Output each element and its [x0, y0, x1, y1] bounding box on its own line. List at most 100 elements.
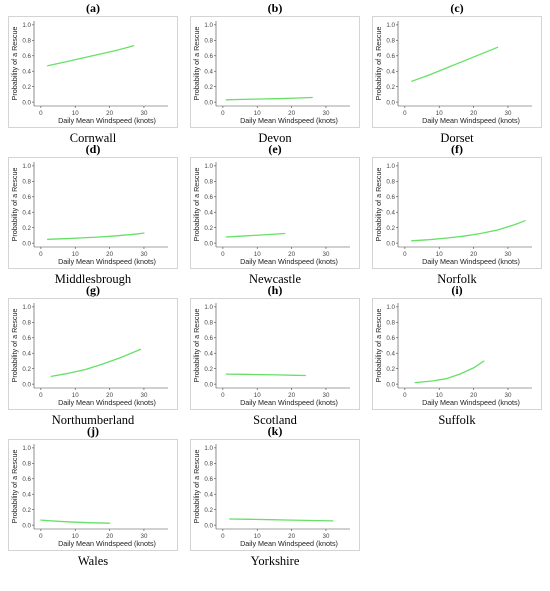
panel-label: (i)	[451, 283, 462, 297]
panel-frame	[8, 439, 178, 551]
x-axis-label: Daily Mean Windspeed (knots)	[240, 257, 338, 266]
panel-frame	[190, 439, 360, 551]
y-tick-label: 0.0	[386, 99, 395, 106]
x-tick-label: 30	[141, 251, 148, 258]
y-tick-label: 0.4	[22, 68, 31, 75]
y-tick-label: 0.8	[22, 320, 31, 327]
y-tick-label: 1.0	[386, 163, 395, 170]
y-axis-label: Probability of a Rescue	[374, 168, 383, 242]
series-line	[414, 360, 485, 384]
y-axis-label: Probability of a Rescue	[10, 27, 19, 101]
y-tick-label: 0.8	[22, 38, 31, 45]
x-tick-label: 20	[288, 110, 295, 117]
y-tick-label: 0.4	[204, 68, 213, 75]
series-line	[50, 348, 142, 378]
panel-frame	[190, 157, 360, 269]
y-tick-label: 1.0	[204, 445, 213, 452]
panel-caption: Northumberland	[52, 413, 135, 427]
y-tick-label: 0.4	[204, 491, 213, 498]
x-tick-label: 20	[470, 251, 477, 258]
panel-label: (e)	[268, 142, 281, 156]
y-tick-label: 0.0	[386, 381, 395, 388]
x-tick-label: 20	[288, 392, 295, 399]
y-tick-label: 1.0	[204, 163, 213, 170]
y-tick-label: 0.0	[204, 240, 213, 247]
x-tick-label: 0	[39, 110, 43, 117]
y-tick-label: 0.2	[386, 84, 395, 91]
x-tick-label: 20	[288, 251, 295, 258]
panel-caption: Yorkshire	[251, 554, 300, 568]
y-tick-label: 0.8	[204, 320, 213, 327]
y-tick-label: 0.4	[22, 491, 31, 498]
y-tick-label: 0.6	[22, 53, 31, 60]
panel-label: (c)	[450, 1, 463, 15]
panel-label: (k)	[268, 424, 283, 438]
series-line	[229, 518, 334, 522]
y-tick-label: 0.6	[204, 194, 213, 201]
x-tick-label: 10	[436, 251, 443, 258]
y-tick-label: 0.4	[204, 350, 213, 357]
y-tick-label: 0.6	[204, 476, 213, 483]
y-tick-label: 0.2	[204, 225, 213, 232]
y-tick-label: 1.0	[22, 445, 31, 452]
x-axis-label: Daily Mean Windspeed (knots)	[58, 539, 156, 548]
y-tick-label: 0.0	[22, 99, 31, 106]
x-tick-label: 30	[323, 251, 330, 258]
y-tick-label: 0.8	[386, 320, 395, 327]
series-line	[47, 232, 145, 240]
y-tick-label: 0.2	[204, 84, 213, 91]
y-tick-label: 1.0	[386, 22, 395, 29]
y-tick-label: 0.6	[386, 53, 395, 60]
y-tick-label: 1.0	[204, 22, 213, 29]
x-axis-label: Daily Mean Windspeed (knots)	[422, 257, 520, 266]
x-axis-label: Daily Mean Windspeed (knots)	[422, 398, 520, 407]
y-tick-label: 0.6	[204, 335, 213, 342]
x-tick-label: 30	[141, 110, 148, 117]
y-tick-label: 1.0	[22, 22, 31, 29]
x-tick-label: 0	[39, 251, 43, 258]
x-tick-label: 30	[141, 392, 148, 399]
y-tick-label: 0.4	[22, 350, 31, 357]
panel-caption: Scotland	[253, 413, 297, 427]
x-tick-label: 10	[72, 533, 79, 540]
series-line	[47, 45, 135, 67]
x-tick-label: 10	[436, 392, 443, 399]
y-tick-label: 0.6	[22, 476, 31, 483]
x-tick-label: 20	[106, 110, 113, 117]
y-tick-label: 0.4	[386, 209, 395, 216]
y-tick-label: 0.4	[204, 209, 213, 216]
panel-frame	[190, 298, 360, 410]
y-axis-label: Probability of a Rescue	[192, 168, 201, 242]
x-tick-label: 10	[436, 110, 443, 117]
series-line	[225, 96, 313, 101]
x-tick-label: 20	[106, 392, 113, 399]
y-tick-label: 1.0	[22, 304, 31, 311]
y-tick-label: 0.6	[22, 335, 31, 342]
x-axis-label: Daily Mean Windspeed (knots)	[422, 116, 520, 125]
y-tick-label: 1.0	[204, 304, 213, 311]
y-tick-label: 1.0	[386, 304, 395, 311]
y-tick-label: 0.0	[22, 522, 31, 529]
panel-label: (j)	[87, 424, 99, 438]
x-tick-label: 20	[106, 533, 113, 540]
y-axis-label: Probability of a Rescue	[374, 27, 383, 101]
panel-caption: Devon	[258, 131, 292, 145]
x-tick-label: 0	[221, 533, 225, 540]
x-tick-label: 20	[470, 392, 477, 399]
y-axis-label: Probability of a Rescue	[192, 27, 201, 101]
x-tick-label: 10	[254, 110, 261, 117]
panel-caption: Cornwall	[70, 131, 117, 145]
x-tick-label: 0	[403, 392, 407, 399]
y-tick-label: 0.2	[386, 366, 395, 373]
x-tick-label: 10	[254, 251, 261, 258]
y-tick-label: 0.4	[386, 350, 395, 357]
panel-caption: Suffolk	[438, 413, 476, 427]
x-tick-label: 0	[221, 110, 225, 117]
